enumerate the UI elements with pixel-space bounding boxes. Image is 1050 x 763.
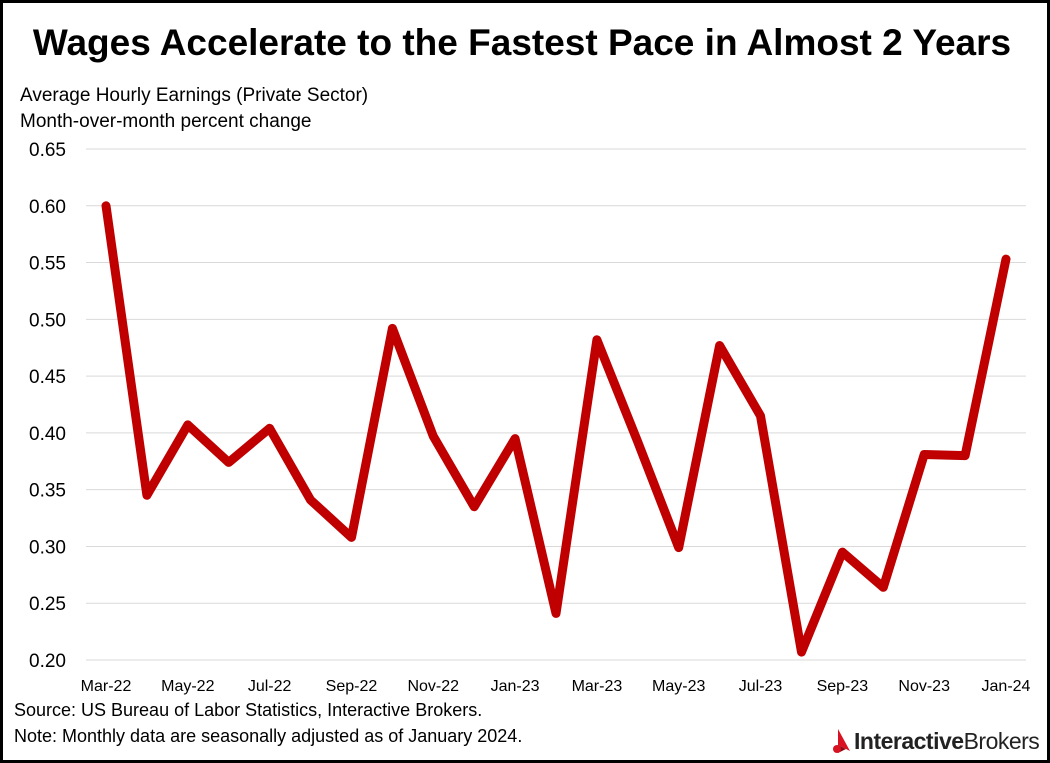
data-point (269, 427, 271, 429)
x-tick-label: Jul-23 (739, 678, 783, 695)
logo-wordmark: InteractiveBrokers (854, 727, 1040, 755)
x-tick-label: Sep-22 (326, 678, 378, 695)
x-tick-label: May-23 (652, 678, 705, 695)
y-tick-label: 0.60 (29, 197, 66, 218)
data-point (350, 536, 352, 538)
x-axis-tick-labels: Mar-22 May-22 Jul-22 Sep-22 Nov-22 Jan-23 Mar-… (81, 678, 1031, 695)
y-tick-label: 0.55 (29, 254, 66, 275)
data-point (514, 438, 516, 440)
x-tick-label: Jan-24 (982, 678, 1031, 695)
data-point (187, 424, 189, 426)
ib-flag-icon (833, 729, 850, 753)
data-point (760, 415, 762, 417)
x-tick-label: Sep-23 (817, 678, 869, 695)
x-tick-label: Jan-23 (491, 678, 540, 695)
logo-text-brokers: Brokers (963, 727, 1040, 754)
x-tick-label: Mar-22 (81, 678, 132, 695)
series-layer (101, 201, 1011, 657)
y-tick-label: 0.25 (29, 594, 66, 615)
data-point (228, 461, 230, 463)
data-point (719, 344, 721, 346)
data-point (432, 435, 434, 437)
x-tick-label: May-22 (161, 678, 214, 695)
data-point (882, 586, 884, 588)
chart-title: Wages Accelerate to the Fastest Pace in … (32, 22, 1012, 63)
data-point (841, 551, 843, 553)
data-point (596, 339, 598, 341)
y-tick-label: 0.35 (29, 481, 66, 502)
data-point (391, 327, 393, 329)
y-axis-tick-labels: 0.65 0.60 0.55 0.50 0.45 0.40 0.35 0.30 0.25 0.20 (29, 140, 66, 672)
data-point (637, 441, 639, 443)
data-point (310, 499, 312, 501)
data-point (105, 205, 107, 207)
interactive-brokers-logo: InteractiveBrokers (832, 726, 1040, 756)
x-tick-label: Nov-22 (407, 678, 459, 695)
y-tick-label: 0.45 (29, 367, 66, 388)
y-tick-label: 0.65 (29, 140, 66, 161)
data-point (555, 612, 557, 614)
x-tick-label: Jul-22 (248, 678, 292, 695)
data-point (964, 455, 966, 457)
y-tick-label: 0.50 (29, 310, 66, 331)
data-point (146, 494, 148, 496)
y-tick-label: 0.40 (29, 424, 66, 445)
gridlines (86, 148, 1026, 661)
x-tick-label: Mar-23 (572, 678, 623, 695)
data-point (923, 453, 925, 455)
logo-text-interactive: Interactive (854, 727, 964, 754)
chart-subtitle-unit: Month-over-month percent change (20, 111, 312, 132)
source-note: Source: US Bureau of Labor Statistics, I… (14, 700, 483, 720)
seasonal-adjustment-note: Note: Monthly data are seasonally adjust… (14, 726, 523, 746)
data-point (678, 547, 680, 549)
y-tick-label: 0.30 (29, 537, 66, 558)
series-line-average-hourly-earnings (101, 201, 1011, 657)
chart-subtitle-series: Average Hourly Earnings (Private Sector) (20, 85, 369, 106)
data-point (473, 506, 475, 508)
data-point (800, 651, 802, 653)
data-point (1005, 258, 1007, 260)
x-tick-label: Nov-23 (898, 678, 950, 695)
y-tick-label: 0.20 (29, 651, 66, 672)
